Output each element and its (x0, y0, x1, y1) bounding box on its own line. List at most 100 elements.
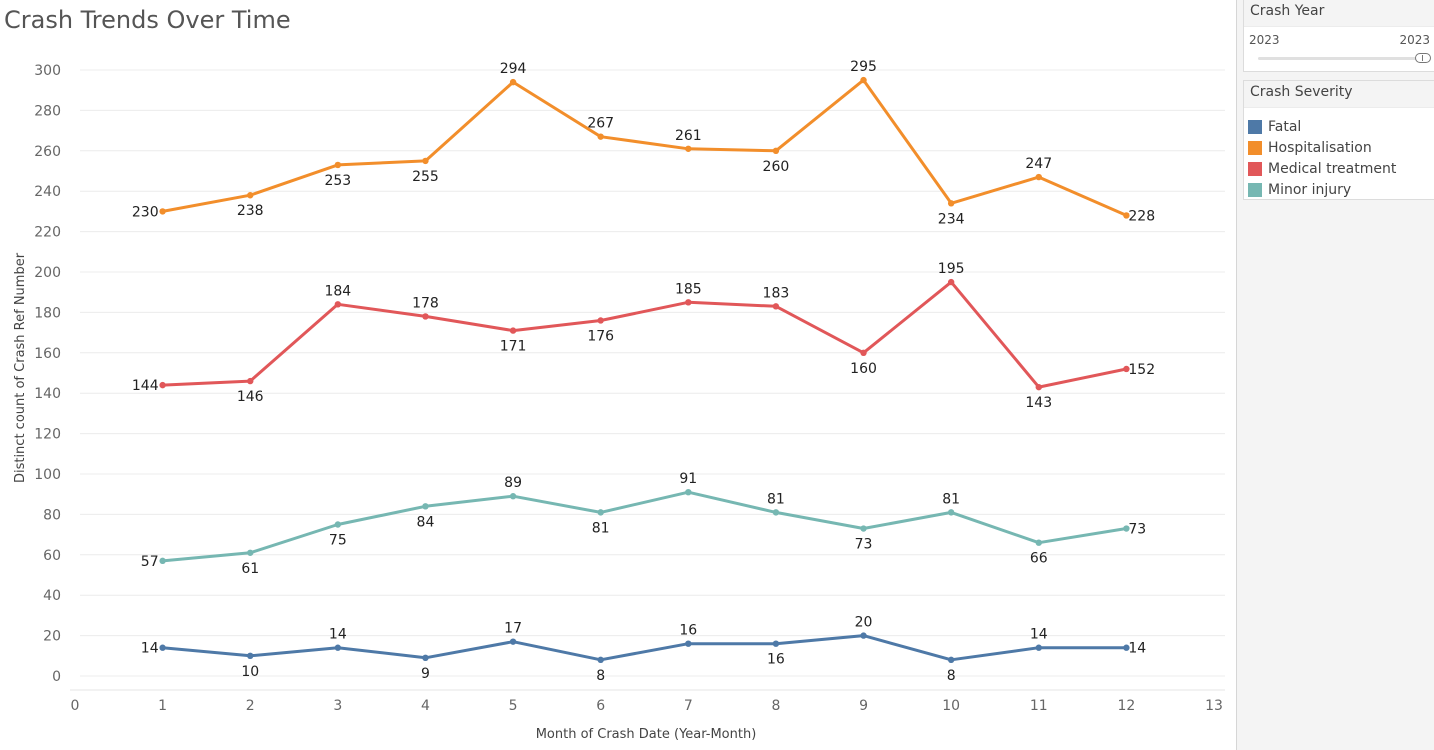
y-axis-ticks: 0 20 40 60 80 100 120 140 160 180 200 220 240 260 280 3… (34, 63, 61, 685)
legend-item-fatal[interactable]: Fatal (1244, 116, 1434, 137)
chart-title: Crash Trends Over Time (4, 6, 291, 34)
data-point-hospitalisation (860, 76, 867, 84)
data-label-hospitalisation: 261 (675, 128, 702, 144)
data-label-fatal: 8 (596, 668, 605, 684)
x-tick-label: 2 (246, 698, 255, 714)
data-label-medical-treatment: 176 (587, 328, 614, 344)
x-axis-ticks: 0 1 2 3 4 5 6 7 8 9 10 11 12 13 (71, 698, 1223, 714)
x-tick-label: 13 (1205, 698, 1223, 714)
y-tick-label: 240 (34, 184, 61, 200)
data-label-hospitalisation: 247 (1025, 156, 1052, 172)
data-point-hospitalisation (159, 208, 166, 215)
data-point-medical-treatment (247, 377, 254, 385)
data-point-minor-injury (947, 509, 955, 516)
data-label-fatal: 20 (855, 615, 873, 631)
data-point-medical-treatment (685, 299, 692, 306)
data-label-medical-treatment: 146 (237, 389, 264, 405)
data-point-minor-injury (509, 493, 517, 500)
data-label-minor-injury: 61 (241, 561, 259, 577)
data-point-fatal (860, 632, 867, 639)
data-point-fatal (685, 640, 692, 647)
data-label-medical-treatment: 143 (1025, 395, 1052, 411)
severity-legend-title: Crash Severity (1244, 81, 1434, 108)
legend-label: Hospitalisation (1268, 139, 1372, 156)
data-point-fatal (422, 654, 429, 662)
data-point-hospitalisation (509, 78, 517, 86)
data-point-fatal (947, 656, 955, 664)
x-tick-label: 11 (1030, 698, 1048, 714)
data-point-fatal (247, 652, 254, 659)
x-tick-label: 6 (596, 698, 605, 714)
data-point-medical-treatment (947, 278, 955, 286)
data-label-minor-injury: 91 (679, 471, 697, 487)
x-tick-label: 7 (684, 698, 693, 714)
legend-item-hospitalisation[interactable]: Hospitalisation (1244, 137, 1434, 158)
data-point-medical-treatment (509, 327, 517, 334)
data-point-hospitalisation (947, 200, 955, 207)
legend-swatch-hospitalisation (1248, 140, 1262, 155)
data-label-minor-injury: 81 (592, 520, 610, 536)
y-tick-label: 220 (34, 225, 61, 241)
filter-panel: Crash Year 2023 2023 Crash Severity Fata… (1236, 0, 1434, 750)
data-point-fatal (772, 640, 780, 647)
crash-year-filter: Crash Year 2023 2023 (1243, 0, 1434, 72)
data-point-hospitalisation (685, 145, 692, 152)
data-point-hospitalisation (1123, 212, 1130, 219)
y-tick-label: 0 (52, 669, 61, 685)
x-tick-label: 8 (771, 698, 780, 714)
severity-legend: Crash Severity Fatal Hospitalisation Med… (1243, 80, 1434, 200)
data-label-hospitalisation: 295 (850, 59, 877, 75)
data-label-minor-injury: 73 (855, 537, 873, 553)
data-point-fatal (597, 656, 604, 664)
x-tick-label: 10 (942, 698, 960, 714)
data-point-hospitalisation (1035, 173, 1042, 181)
data-label-medical-treatment: 144 (132, 378, 159, 394)
data-point-minor-injury (772, 509, 780, 516)
data-point-hospitalisation (247, 192, 254, 199)
y-tick-label: 160 (34, 346, 61, 362)
y-tick-label: 20 (43, 629, 61, 645)
x-tick-label: 4 (421, 698, 430, 714)
data-point-minor-injury (1035, 539, 1042, 546)
x-axis-label: Month of Crash Date (Year-Month) (536, 727, 757, 742)
data-label-minor-injury: 84 (417, 514, 435, 530)
data-point-minor-injury (860, 525, 867, 532)
data-label-fatal: 17 (504, 621, 522, 637)
data-label-hospitalisation: 253 (324, 173, 351, 189)
data-point-medical-treatment (860, 349, 867, 356)
x-tick-label: 3 (333, 698, 342, 714)
data-label-medical-treatment: 178 (412, 295, 439, 311)
data-label-minor-injury: 66 (1030, 551, 1048, 567)
legend-label: Fatal (1268, 118, 1302, 135)
data-label-hospitalisation: 238 (237, 203, 264, 219)
y-tick-label: 40 (43, 588, 61, 604)
data-point-hospitalisation (334, 161, 342, 169)
legend-item-minor-injury[interactable]: Minor injury (1244, 179, 1434, 200)
data-point-medical-treatment (597, 317, 604, 324)
data-label-fatal: 16 (767, 652, 785, 668)
data-point-minor-injury (1123, 525, 1130, 532)
y-tick-label: 260 (34, 144, 61, 160)
data-label-hospitalisation: 294 (500, 61, 527, 77)
y-tick-label: 60 (43, 548, 61, 564)
legend-swatch-fatal (1248, 119, 1262, 134)
crash-year-filter-title: Crash Year (1244, 0, 1434, 27)
data-label-medical-treatment: 152 (1128, 362, 1155, 378)
legend-label: Minor injury (1268, 181, 1352, 198)
year-slider-handle[interactable] (1415, 53, 1431, 63)
x-tick-label: 0 (71, 698, 80, 714)
data-label-fatal: 9 (421, 666, 430, 682)
data-label-medical-treatment: 195 (938, 261, 965, 277)
data-point-fatal (1035, 644, 1042, 651)
year-slider-track[interactable] (1258, 57, 1424, 60)
legend-swatch-minor-injury (1248, 182, 1262, 197)
data-point-hospitalisation (772, 147, 780, 154)
legend-item-medical-treatment[interactable]: Medical treatment (1244, 158, 1434, 179)
x-tick-label: 12 (1117, 698, 1135, 714)
year-max-label: 2023 (1399, 33, 1430, 47)
data-label-fatal: 14 (1030, 627, 1048, 643)
data-point-fatal (1123, 644, 1130, 651)
data-label-hospitalisation: 228 (1128, 208, 1155, 224)
gridlines (70, 69, 1225, 691)
